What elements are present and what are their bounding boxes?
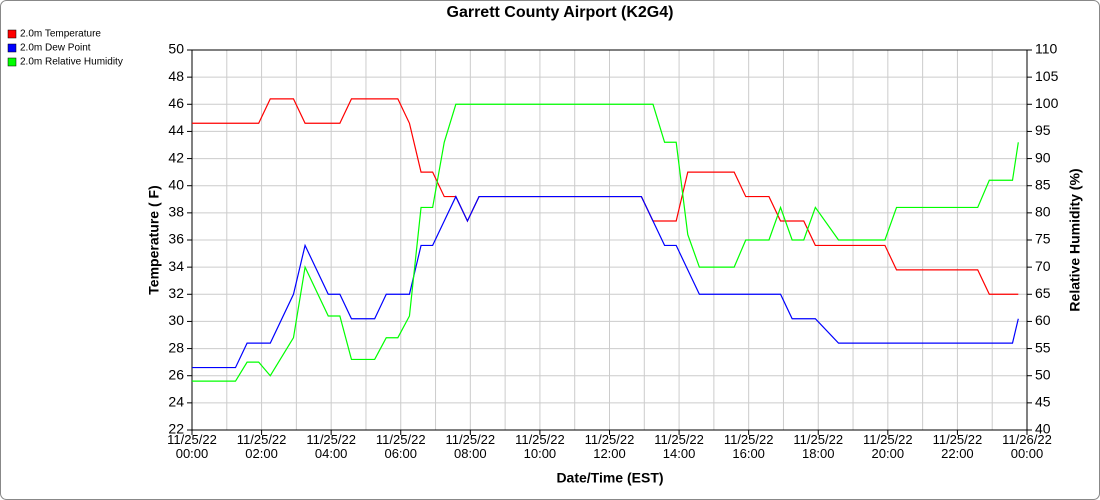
x-tick-label: 11/25/22 12:00 xyxy=(584,432,635,461)
y2-tick-label: 90 xyxy=(1035,149,1051,165)
y-tick-label: 34 xyxy=(168,258,184,274)
y2-tick-label: 85 xyxy=(1035,176,1051,192)
y-tick-label: 42 xyxy=(168,149,184,165)
legend-swatch xyxy=(7,57,17,67)
x-tick-label: 11/25/22 08:00 xyxy=(445,432,496,461)
x-tick-label: 11/25/22 22:00 xyxy=(932,432,983,461)
y-tick-label: 24 xyxy=(168,394,184,410)
x-axis-title: Date/Time (EST) xyxy=(556,470,663,486)
y-tick-label: 38 xyxy=(168,204,184,220)
plot-area xyxy=(191,49,1028,431)
y2-tick-label: 100 xyxy=(1035,95,1059,111)
x-tick-label: 11/25/22 00:00 xyxy=(167,432,217,461)
y2-tick-label: 65 xyxy=(1035,285,1051,301)
y2-tick-label: 40 xyxy=(1035,421,1051,437)
series-line xyxy=(192,103,1019,382)
y2-axis-title: Relative Humidity (%) xyxy=(1067,168,1083,311)
legend-label: 2.0m Dew Point xyxy=(20,43,91,54)
series-line xyxy=(192,195,1019,369)
x-tick-label: 11/26/22 00:00 xyxy=(1002,432,1052,461)
y2-tick-label: 55 xyxy=(1035,339,1051,355)
x-tick-label: 11/25/22 18:00 xyxy=(793,432,844,461)
x-tick-label: 11/25/22 02:00 xyxy=(236,432,287,461)
y-tick-label: 48 xyxy=(168,68,184,84)
x-tick-label: 11/25/22 14:00 xyxy=(654,432,704,461)
x-tick-label: 11/25/22 06:00 xyxy=(375,432,426,461)
y2-tick-label: 50 xyxy=(1035,366,1051,382)
y-tick-label: 32 xyxy=(168,285,184,301)
y2-tick-label: 110 xyxy=(1035,41,1058,57)
x-tick-label: 11/25/22 20:00 xyxy=(863,432,913,461)
y2-tick-label: 95 xyxy=(1035,122,1051,138)
x-tick-label: 11/25/22 16:00 xyxy=(723,432,774,461)
legend-swatch xyxy=(7,43,17,53)
legend-swatch xyxy=(7,29,17,39)
y2-tick-label: 80 xyxy=(1035,204,1051,220)
y-tick-label: 40 xyxy=(168,176,184,192)
y-tick-label: 26 xyxy=(168,366,184,382)
y-axis-title: Temperature ( F) xyxy=(146,185,162,294)
y2-tick-label: 75 xyxy=(1035,231,1051,247)
y-tick-label: 22 xyxy=(168,421,184,437)
y-tick-label: 36 xyxy=(168,231,184,247)
x-tick-label: 11/25/22 04:00 xyxy=(306,432,356,461)
legend-label: 2.0m Relative Humidity xyxy=(20,57,123,68)
chart-title: Garrett County Airport (K2G4) xyxy=(447,4,674,21)
y2-tick-label: 60 xyxy=(1035,312,1051,328)
y2-tick-label: 105 xyxy=(1035,68,1059,84)
y-tick-label: 46 xyxy=(168,95,184,111)
y2-tick-label: 45 xyxy=(1035,394,1051,410)
x-tick-label: 11/25/22 10:00 xyxy=(515,432,565,461)
y-tick-label: 44 xyxy=(168,122,184,138)
y-tick-label: 28 xyxy=(168,339,184,355)
y-tick-label: 50 xyxy=(168,41,184,57)
y2-tick-label: 70 xyxy=(1035,258,1051,274)
legend-label: 2.0m Temperature xyxy=(20,29,101,40)
y-tick-label: 30 xyxy=(168,312,184,328)
